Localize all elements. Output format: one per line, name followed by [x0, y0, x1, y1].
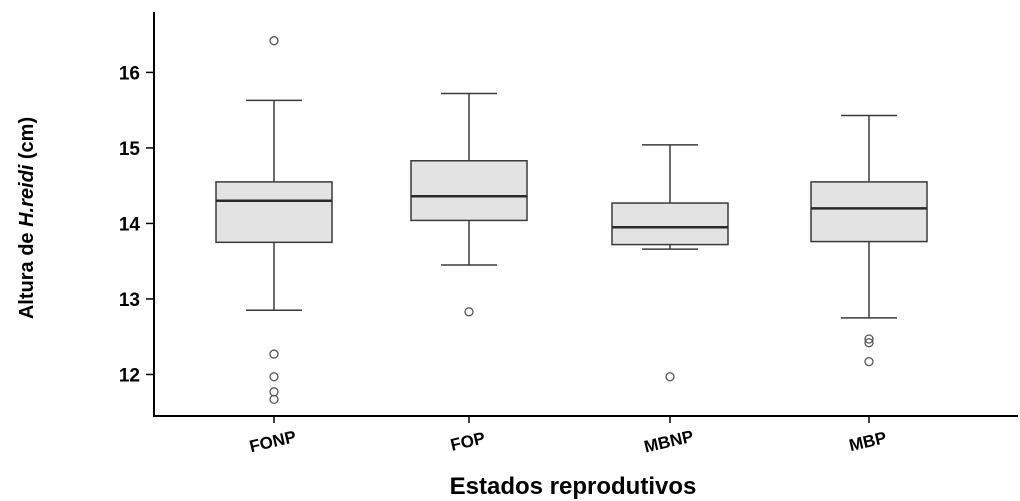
- box-group: [810, 114, 928, 367]
- box-group: [410, 92, 528, 317]
- x-axis-title: Estados reprodutivos: [450, 473, 697, 500]
- outlier-point: [864, 356, 874, 367]
- iqr-box: [215, 181, 333, 244]
- iqr-box: [810, 181, 928, 243]
- box-group: [611, 144, 729, 382]
- y-axis-title-species: H.reidi: [16, 164, 38, 227]
- iqr-box: [611, 202, 729, 246]
- plot-marks: [215, 36, 928, 405]
- outlier-point: [864, 334, 874, 344]
- outlier-point: [665, 372, 675, 382]
- x-tick-label: MBNP: [642, 427, 695, 457]
- outlier-point: [864, 338, 874, 348]
- y-tick-label: 12: [119, 365, 140, 386]
- iqr-box: [410, 160, 528, 222]
- x-tick-label: FONP: [248, 427, 298, 456]
- y-axis-ticks: 12 13 14 15 16: [119, 63, 154, 386]
- y-tick-label: 14: [119, 214, 141, 235]
- x-tick-label: MBP: [847, 428, 888, 455]
- outlier-point: [269, 394, 279, 405]
- outlier-point: [464, 307, 474, 317]
- y-tick-label: 15: [119, 139, 141, 160]
- box-group: [215, 36, 333, 405]
- y-axis-title-prefix: Altura de: [16, 227, 38, 319]
- outlier-point: [269, 349, 279, 359]
- y-axis-title: Altura de H.reidi (cm): [16, 117, 38, 319]
- outlier-point: [269, 387, 279, 397]
- y-axis-title-unit: (cm): [16, 117, 38, 165]
- x-axis-labels: FONP FOP MBNP MBP: [248, 416, 888, 457]
- y-tick-label: 13: [119, 290, 140, 311]
- outlier-point: [269, 36, 279, 46]
- y-tick-label: 16: [119, 63, 140, 84]
- outlier-point: [269, 372, 279, 382]
- x-tick-label: FOP: [449, 428, 487, 454]
